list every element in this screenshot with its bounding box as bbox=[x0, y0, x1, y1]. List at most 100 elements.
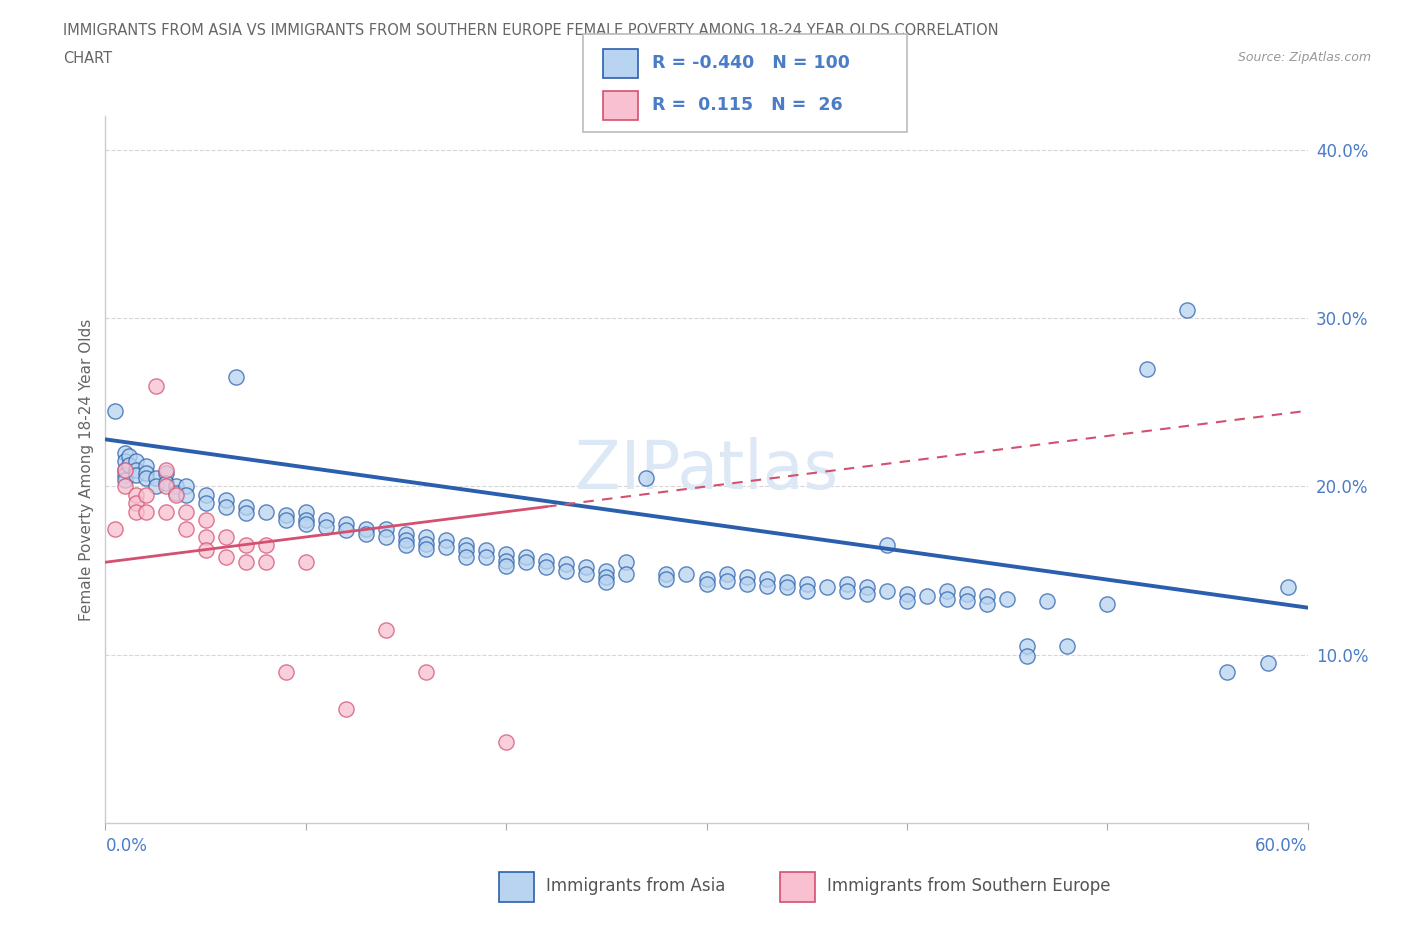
Point bbox=[936, 591, 959, 606]
Point bbox=[335, 523, 357, 538]
Point bbox=[254, 504, 277, 519]
Point bbox=[1136, 361, 1159, 376]
Point bbox=[155, 475, 177, 490]
Point bbox=[165, 479, 187, 494]
Point bbox=[225, 369, 247, 384]
Point bbox=[1277, 580, 1299, 595]
Point bbox=[145, 379, 167, 393]
Point bbox=[235, 538, 257, 552]
Point bbox=[1177, 302, 1199, 317]
Point bbox=[274, 664, 297, 679]
Point bbox=[235, 555, 257, 570]
Text: R =  0.115   N =  26: R = 0.115 N = 26 bbox=[652, 97, 844, 114]
Point bbox=[145, 479, 167, 494]
Point bbox=[675, 566, 697, 581]
Point bbox=[174, 504, 197, 519]
Point bbox=[454, 550, 477, 565]
Text: R = -0.440   N = 100: R = -0.440 N = 100 bbox=[652, 55, 851, 73]
Point bbox=[135, 504, 157, 519]
Point bbox=[174, 521, 197, 536]
Point bbox=[776, 575, 799, 590]
Point bbox=[254, 538, 277, 552]
Point bbox=[755, 578, 778, 593]
Point bbox=[124, 454, 146, 469]
Point bbox=[415, 541, 437, 556]
Point bbox=[135, 471, 157, 485]
Point bbox=[194, 487, 217, 502]
Point bbox=[1216, 664, 1239, 679]
Point bbox=[896, 587, 918, 602]
Point bbox=[515, 555, 537, 570]
Point bbox=[575, 560, 598, 575]
Point bbox=[395, 538, 418, 552]
Point bbox=[555, 556, 578, 571]
Point bbox=[716, 573, 738, 588]
Point bbox=[495, 735, 517, 750]
Point bbox=[155, 462, 177, 477]
Point bbox=[415, 529, 437, 544]
Point bbox=[374, 521, 398, 536]
Point bbox=[475, 543, 498, 558]
Y-axis label: Female Poverty Among 18-24 Year Olds: Female Poverty Among 18-24 Year Olds bbox=[79, 319, 94, 621]
Text: 0.0%: 0.0% bbox=[105, 837, 148, 855]
Point bbox=[114, 479, 136, 494]
Point bbox=[1257, 656, 1279, 671]
Point bbox=[855, 580, 877, 595]
Point bbox=[696, 572, 718, 587]
Point bbox=[595, 564, 617, 578]
Point bbox=[696, 577, 718, 591]
Point bbox=[165, 485, 187, 500]
Point bbox=[976, 589, 998, 604]
Point bbox=[104, 521, 127, 536]
Point bbox=[475, 550, 498, 565]
Point bbox=[495, 558, 517, 573]
Point bbox=[114, 462, 136, 477]
Point bbox=[118, 458, 141, 472]
Point bbox=[716, 566, 738, 581]
Point bbox=[434, 533, 457, 548]
Point bbox=[114, 445, 136, 460]
Point bbox=[135, 487, 157, 502]
Point bbox=[174, 479, 197, 494]
Point bbox=[616, 555, 638, 570]
Point bbox=[155, 479, 177, 494]
Point bbox=[214, 529, 236, 544]
Point bbox=[956, 593, 979, 608]
Point bbox=[145, 471, 167, 485]
Point bbox=[936, 583, 959, 598]
Text: 60.0%: 60.0% bbox=[1256, 837, 1308, 855]
Point bbox=[354, 526, 377, 541]
Point bbox=[616, 566, 638, 581]
Point bbox=[114, 467, 136, 482]
Point bbox=[295, 555, 318, 570]
Point bbox=[776, 580, 799, 595]
Point bbox=[295, 512, 318, 527]
Point bbox=[124, 504, 146, 519]
Point bbox=[254, 555, 277, 570]
Point bbox=[135, 458, 157, 473]
Point bbox=[415, 537, 437, 551]
Point bbox=[595, 575, 617, 590]
Point bbox=[1056, 639, 1078, 654]
Point bbox=[555, 564, 578, 578]
Point bbox=[118, 449, 141, 464]
Point bbox=[755, 572, 778, 587]
Point bbox=[194, 543, 217, 558]
Point bbox=[315, 512, 337, 527]
Point bbox=[655, 566, 678, 581]
Point bbox=[135, 466, 157, 481]
Text: Source: ZipAtlas.com: Source: ZipAtlas.com bbox=[1237, 51, 1371, 64]
Point bbox=[735, 577, 758, 591]
Point bbox=[636, 471, 658, 485]
Point bbox=[374, 622, 398, 637]
Point bbox=[315, 520, 337, 535]
Point bbox=[124, 467, 146, 482]
Point bbox=[495, 553, 517, 568]
Point bbox=[1017, 639, 1039, 654]
Point bbox=[214, 499, 236, 514]
Point bbox=[114, 462, 136, 477]
Point bbox=[995, 591, 1018, 606]
Point bbox=[495, 546, 517, 561]
Point bbox=[956, 587, 979, 602]
Point bbox=[194, 496, 217, 511]
